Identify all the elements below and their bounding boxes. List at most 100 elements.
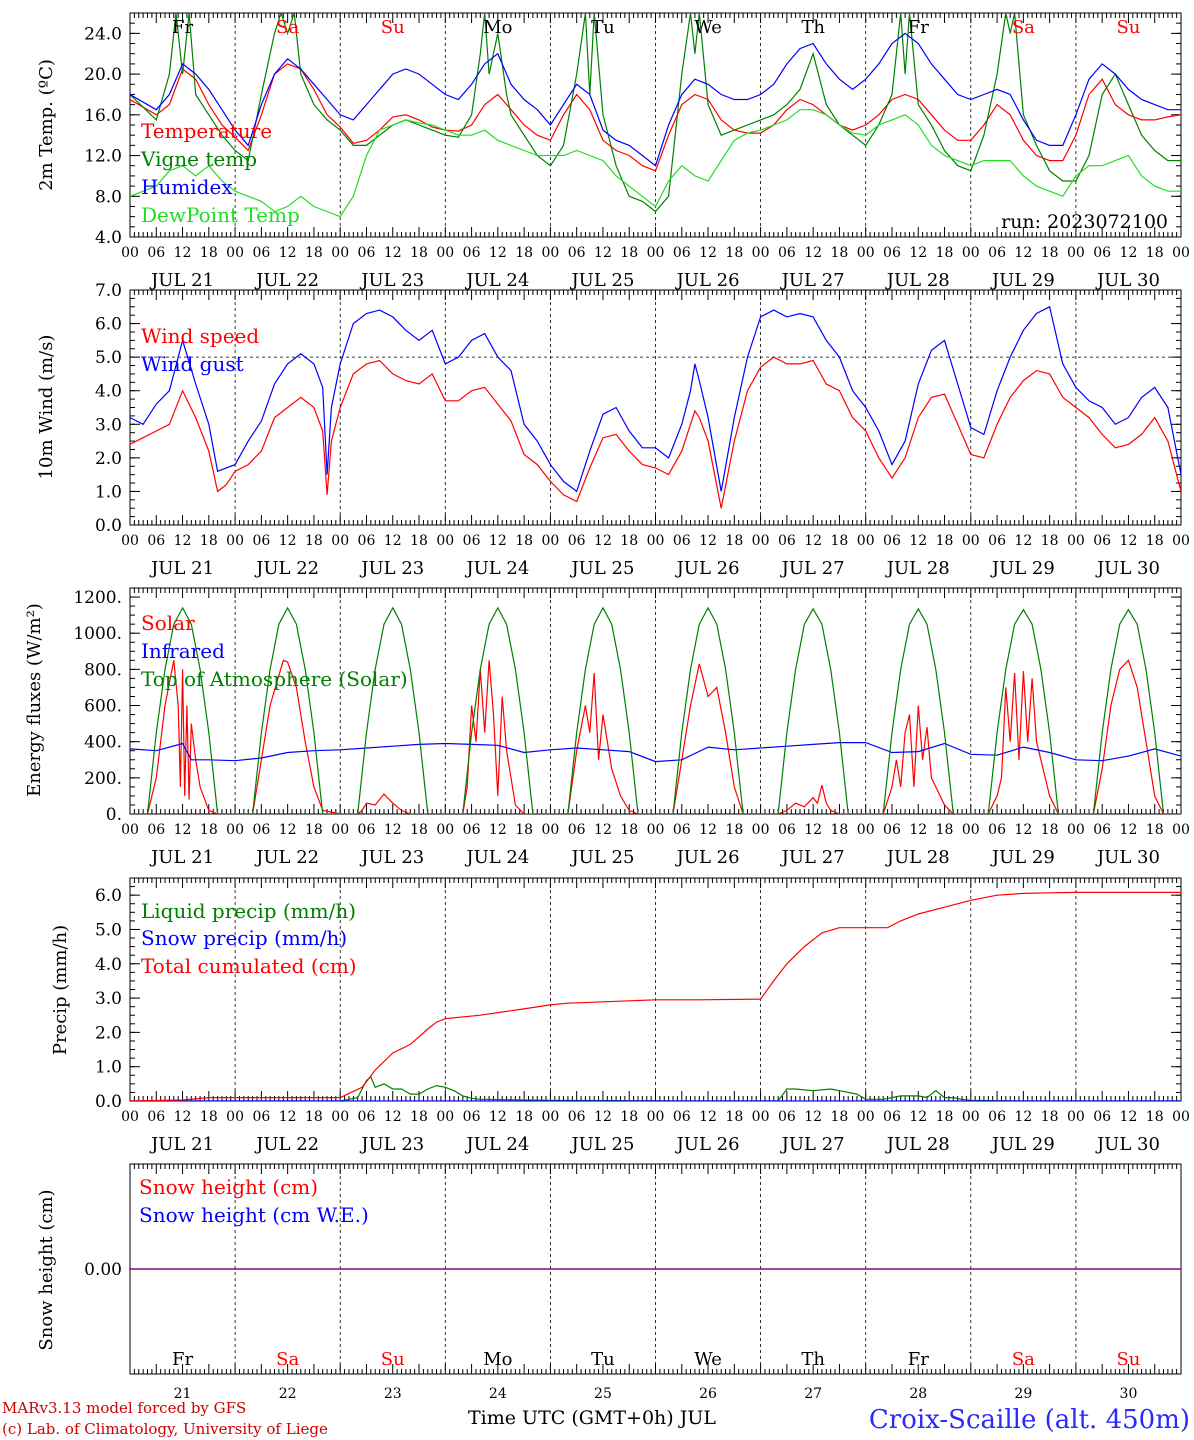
hour-tick-label: 00 xyxy=(962,822,980,838)
hour-tick-label: 06 xyxy=(883,822,901,838)
day-name: Fr xyxy=(908,1349,929,1370)
hour-tick-label: 06 xyxy=(252,245,270,261)
hour-tick-label: 18 xyxy=(1146,533,1164,549)
legend-entry: Snow height (cm) xyxy=(139,1175,318,1199)
hour-tick-label: 12 xyxy=(174,822,192,838)
panel-4: 0.0 1.0 2.0 3.0 4.0 5.0 6.0 Precip (mm/h) Liquid… xyxy=(50,877,1190,1155)
hour-tick-label: 18 xyxy=(1041,1109,1059,1125)
date-label: JUL 28 xyxy=(885,558,950,579)
hour-tick-label: 06 xyxy=(1093,533,1111,549)
hour-tick-label: 18 xyxy=(200,1109,218,1125)
legend-entry: Liquid precip (mm/h) xyxy=(141,899,356,923)
date-label: JUL 23 xyxy=(359,1134,424,1155)
hour-tick-label: 06 xyxy=(358,822,376,838)
hour-tick-label: 00 xyxy=(857,245,875,261)
y-tick-label: 24.0 xyxy=(84,24,122,44)
hour-tick-label: 12 xyxy=(384,1109,402,1125)
hour-tick-label: 18 xyxy=(831,822,849,838)
date-label: JUL 21 xyxy=(149,847,214,868)
y-tick-label: 5.0 xyxy=(95,920,122,940)
hour-tick-label: 00 xyxy=(226,1109,244,1125)
day-name: Tu xyxy=(591,1349,615,1370)
hour-tick-label: 18 xyxy=(831,533,849,549)
y-axis-label: Snow height (cm) xyxy=(36,1189,57,1350)
hour-tick-label: 00 xyxy=(1067,1109,1085,1125)
day-name: Fr xyxy=(172,1349,193,1370)
hour-tick-label: 18 xyxy=(725,822,743,838)
panel-2: 0.0 1.0 2.0 3.0 4.0 5.0 6.0 7.0 10m Wind (m/s) Wi… xyxy=(36,281,1190,579)
hour-tick-label: 00 xyxy=(857,533,875,549)
hour-tick-label: 18 xyxy=(515,822,533,838)
y-tick-label: 16.0 xyxy=(84,106,122,126)
day-name: Th xyxy=(801,1349,825,1370)
day-header: We xyxy=(694,17,722,38)
hour-tick-label: 12 xyxy=(1014,245,1032,261)
y-tick-label: 4.0 xyxy=(95,955,122,975)
y-tick-label: 400. xyxy=(84,733,122,753)
day-name: Sa xyxy=(1012,1349,1035,1370)
series-line xyxy=(130,606,1181,814)
hour-tick-label: 00 xyxy=(752,822,770,838)
hour-tick-label: 00 xyxy=(647,245,665,261)
legend-entry: Wind gust xyxy=(141,352,244,376)
series-line xyxy=(130,109,1181,218)
hour-tick-label: 00 xyxy=(436,822,454,838)
y-tick-label: 5.0 xyxy=(95,348,122,368)
hour-tick-label: 00 xyxy=(331,1109,349,1125)
hour-tick-label: 18 xyxy=(936,245,954,261)
hour-tick-label: 06 xyxy=(568,245,586,261)
hour-tick-label: 12 xyxy=(699,822,717,838)
hour-tick-label: 00 xyxy=(1172,1109,1190,1125)
hour-tick-label: 06 xyxy=(778,245,796,261)
series-line xyxy=(130,1076,1181,1101)
date-label: JUL 25 xyxy=(569,270,634,291)
legend-entry: Wind speed xyxy=(141,324,259,348)
y-tick-label: 12.0 xyxy=(84,147,122,167)
day-header: Su xyxy=(1116,17,1140,38)
hour-tick-label: 12 xyxy=(489,533,507,549)
station-name: Croix-Scaille (alt. 450m) xyxy=(869,1405,1190,1435)
hour-tick-label: 00 xyxy=(226,533,244,549)
date-label: JUL 26 xyxy=(675,1134,740,1155)
panel-1: 4.0 8.0 12.0 16.0 20.0 24.0 2m Temp. (ºC) Tempe… xyxy=(36,12,1190,291)
hour-tick-label: 18 xyxy=(620,1109,638,1125)
legend-entry: Top of Atmosphere (Solar) xyxy=(141,667,408,691)
panel-5: 0.00 Snow height (cm) Snow height (cm) Snow… xyxy=(36,1163,1182,1402)
date-label: JUL 29 xyxy=(990,558,1055,579)
hour-tick-label: 00 xyxy=(752,1109,770,1125)
hour-tick-label: 18 xyxy=(200,822,218,838)
y-tick-label: 3.0 xyxy=(95,415,122,435)
hour-tick-label: 06 xyxy=(568,533,586,549)
hour-tick-label: 00 xyxy=(1067,533,1085,549)
hour-tick-label: 00 xyxy=(1172,822,1190,838)
hour-tick-label: 18 xyxy=(410,245,428,261)
day-number: 24 xyxy=(489,1386,507,1402)
series-line xyxy=(130,659,1181,814)
hour-tick-label: 06 xyxy=(358,1109,376,1125)
day-name: Su xyxy=(1116,1349,1140,1370)
hour-tick-label: 06 xyxy=(568,1109,586,1125)
date-label: JUL 26 xyxy=(675,847,740,868)
date-label: JUL 24 xyxy=(464,270,529,291)
date-label: JUL 30 xyxy=(1095,847,1160,868)
y-axis-label: Precip (mm/h) xyxy=(50,925,71,1055)
hour-tick-label: 18 xyxy=(200,245,218,261)
hour-tick-label: 00 xyxy=(752,245,770,261)
y-tick-label: 200. xyxy=(84,769,122,789)
y-axis-label: 2m Temp. (ºC) xyxy=(36,59,57,191)
y-tick-label: 2.0 xyxy=(95,449,122,469)
hour-tick-label: 00 xyxy=(541,1109,559,1125)
hour-tick-label: 12 xyxy=(804,822,822,838)
date-label: JUL 22 xyxy=(254,270,319,291)
date-label: JUL 28 xyxy=(885,1134,950,1155)
hour-tick-label: 00 xyxy=(436,1109,454,1125)
hour-tick-label: 12 xyxy=(909,245,927,261)
hour-tick-label: 12 xyxy=(1014,822,1032,838)
hour-tick-label: 12 xyxy=(174,1109,192,1125)
hour-tick-label: 18 xyxy=(305,533,323,549)
hour-tick-label: 12 xyxy=(489,1109,507,1125)
hour-tick-label: 18 xyxy=(620,533,638,549)
legend-entry: Vigne temp xyxy=(140,147,257,171)
date-label: JUL 27 xyxy=(780,270,845,291)
hour-tick-label: 06 xyxy=(147,822,165,838)
